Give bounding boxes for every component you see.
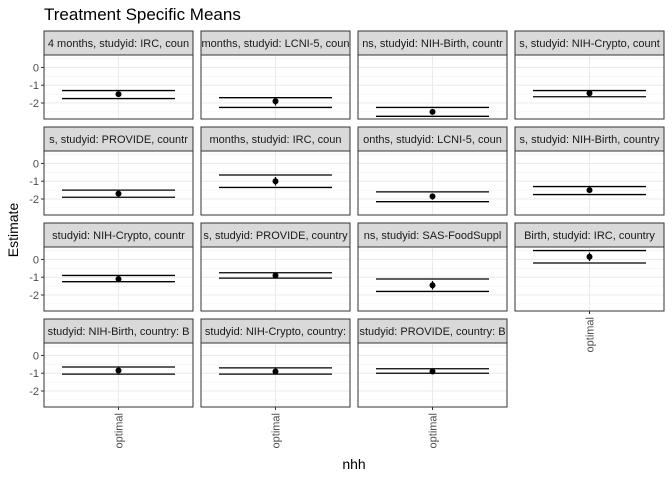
estimate-point — [272, 98, 279, 105]
facet-strip-label: s, studyid: NIH-Birth, country — [520, 134, 660, 146]
estimate-point — [272, 272, 279, 279]
estimate-point — [586, 90, 593, 97]
y-tick-label: -2 — [29, 386, 39, 398]
facet-strip-label: s, studyid: PROVIDE, countr — [49, 134, 188, 146]
panel-border — [43, 150, 194, 216]
y-tick-label: -1 — [29, 80, 39, 92]
panel-border — [514, 54, 665, 120]
facet-strip-label: s, studyid: NIH-Crypto, count — [519, 38, 660, 50]
estimate-point — [272, 368, 279, 375]
estimate-point — [586, 187, 593, 194]
y-tick-label: -2 — [29, 290, 39, 302]
facet-strip-label: s, studyid: PROVIDE, country — [203, 230, 348, 242]
y-tick-label: -1 — [29, 368, 39, 380]
panel-border — [357, 246, 508, 312]
facet-strip-label: studyid: NIH-Birth, country: B — [48, 326, 190, 338]
facet-strip-label: studyid: NIH-Crypto, countr — [52, 230, 185, 242]
y-tick-label: 0 — [33, 158, 39, 170]
x-tick-label: optimal — [114, 413, 126, 448]
estimate-point — [586, 253, 593, 260]
y-tick-label: 0 — [33, 254, 39, 266]
facet-strip-label: ns, studyid: SAS-FoodSuppl — [364, 230, 502, 242]
y-tick-label: 0 — [33, 62, 39, 74]
estimate-point — [272, 178, 279, 185]
facet-strip — [514, 126, 665, 152]
panel-border — [514, 150, 665, 216]
facet-strip — [357, 126, 508, 152]
y-tick-label: -2 — [29, 194, 39, 206]
estimate-point — [429, 368, 436, 375]
x-axis-label: nhh — [342, 456, 365, 472]
estimate-point — [115, 91, 122, 98]
facet-strip — [357, 222, 508, 248]
facet-strip — [200, 30, 351, 56]
y-tick-label: -1 — [29, 176, 39, 188]
estimate-point — [115, 367, 122, 374]
facet-strip — [200, 126, 351, 152]
panel-border — [200, 150, 351, 216]
x-tick-label: optimal — [428, 413, 440, 448]
facet-strip — [43, 30, 194, 56]
facet-strip — [200, 222, 351, 248]
panel-border — [357, 150, 508, 216]
x-tick-label: optimal — [585, 317, 597, 352]
panel-border — [200, 246, 351, 312]
facet-strip-label: studyid: NIH-Crypto, country: — [205, 326, 346, 338]
facet-strip-label: months, studyid: LCNI-5, coun — [202, 38, 350, 50]
estimate-point — [429, 193, 436, 200]
facet-strip — [514, 30, 665, 56]
chart-title: Treatment Specific Means — [44, 5, 241, 24]
facet-strip-label: Birth, studyid: IRC, country — [524, 230, 655, 242]
estimate-point — [115, 190, 122, 197]
y-tick-label: 0 — [33, 350, 39, 362]
y-tick-label: -1 — [29, 272, 39, 284]
y-axis-label: Estimate — [5, 203, 21, 258]
y-tick-label: -2 — [29, 98, 39, 110]
panel-border — [43, 54, 194, 120]
panel-border — [357, 54, 508, 120]
estimate-point — [429, 282, 436, 289]
panel-border — [43, 246, 194, 312]
x-tick-label: optimal — [271, 413, 283, 448]
facet-strip — [357, 318, 508, 344]
panel-border — [200, 54, 351, 120]
facet-strip-label: onths, studyid: LCNI-5, coun — [363, 134, 502, 146]
facet-strip-label: ns, studyid: NIH-Birth, countr — [362, 38, 503, 50]
estimate-point — [115, 276, 122, 282]
facet-strip — [43, 222, 194, 248]
facet-strip — [357, 30, 508, 56]
facet-strip-label: 4 months, studyid: IRC, coun — [48, 38, 189, 50]
facet-strip-label: months, studyid: IRC, coun — [209, 134, 341, 146]
estimate-point — [429, 108, 436, 115]
facet-strip-label: studyid: PROVIDE, country: B — [359, 326, 505, 338]
